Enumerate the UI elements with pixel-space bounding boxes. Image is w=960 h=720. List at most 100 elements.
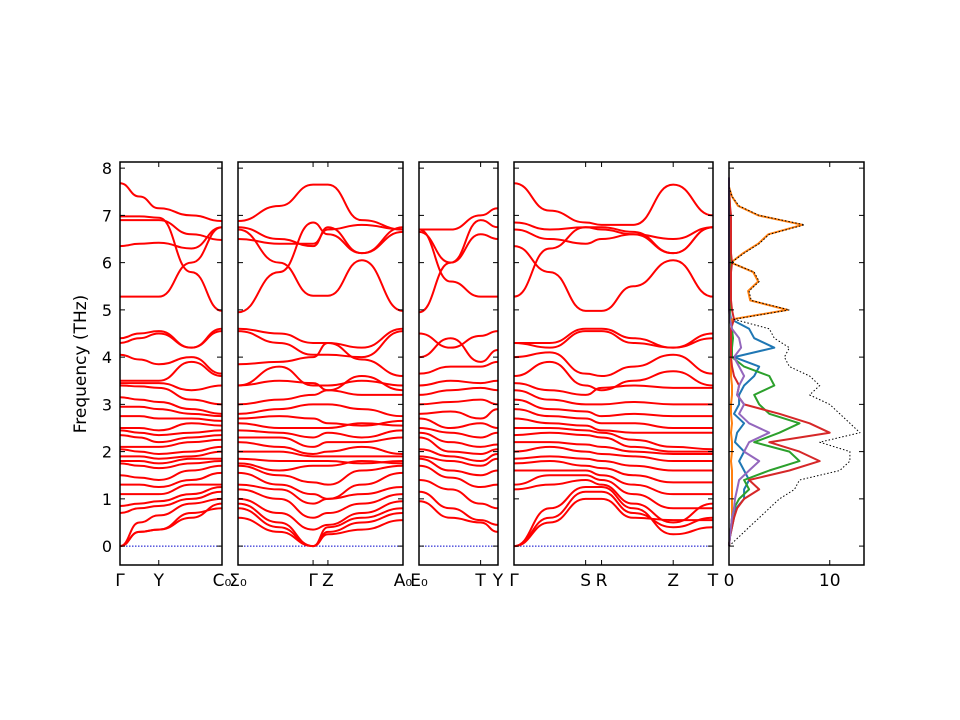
phonon-band xyxy=(237,464,404,486)
phonon-band xyxy=(418,490,499,526)
phonon-band xyxy=(119,497,223,548)
phonon-band xyxy=(120,457,222,465)
phonon-band xyxy=(237,483,404,505)
phonon-band xyxy=(119,360,223,382)
band-panel-1: Γ Y C₀ 0 1 2 3 4 5 6 7 8 xyxy=(102,159,232,591)
phonon-band xyxy=(119,330,223,349)
phonon-band xyxy=(119,382,223,392)
phonon-band xyxy=(513,351,714,378)
axes-frame xyxy=(237,161,404,566)
phonon-band xyxy=(120,422,223,432)
phonon-band xyxy=(418,330,499,349)
y-tick-label: 7 xyxy=(102,206,112,225)
phonon-band xyxy=(120,215,223,312)
high-symmetry-label: Y xyxy=(153,571,165,591)
phonon-band xyxy=(418,455,499,467)
phonon-band xyxy=(418,431,499,448)
phonon-band xyxy=(237,507,404,548)
phonon-band xyxy=(237,460,404,472)
phonon-band xyxy=(237,228,404,312)
dos-x-tick-label: 10 xyxy=(819,571,841,591)
phonon-band xyxy=(513,417,713,434)
band-panel-3: E₀ T Y xyxy=(410,161,504,591)
dos-x-tick-label: 0 xyxy=(724,571,735,591)
phonon-band xyxy=(513,398,713,418)
phonon-band xyxy=(120,415,223,422)
dos-curve-partial-2 xyxy=(728,177,804,547)
high-symmetry-label: Γ xyxy=(115,571,125,591)
phonon-band xyxy=(418,464,499,489)
phonon-band xyxy=(514,426,714,451)
phonon-band xyxy=(119,490,223,515)
high-symmetry-label: S xyxy=(580,571,591,591)
y-tick-label: 4 xyxy=(102,348,112,367)
phonon-band xyxy=(237,497,404,531)
y-axis-label: Frequency (THz) xyxy=(71,295,91,434)
phonon-band xyxy=(513,445,713,463)
dos-curve-total xyxy=(728,177,861,547)
high-symmetry-label: T xyxy=(707,571,719,591)
high-symmetry-label: R xyxy=(596,571,608,591)
phonon-band xyxy=(418,457,499,477)
y-tick-label: 2 xyxy=(102,443,112,462)
phonon-band xyxy=(237,507,404,548)
phonon-band xyxy=(120,405,223,418)
phonon-band xyxy=(418,426,499,439)
axes-frame xyxy=(513,161,714,566)
phonon-band xyxy=(237,375,404,392)
phonon-band xyxy=(513,330,714,349)
phonon-band xyxy=(513,382,713,396)
dos-panel: 0 10 xyxy=(724,161,865,591)
phonon-band xyxy=(120,471,223,489)
y-tick-label: 6 xyxy=(102,254,112,273)
y-tick-label: 1 xyxy=(102,490,112,509)
phonon-band xyxy=(513,327,714,349)
phonon-band xyxy=(119,460,223,470)
phonon-band xyxy=(119,219,223,241)
phonon-band xyxy=(120,438,223,448)
phonon-band xyxy=(237,422,404,429)
phonon-band xyxy=(237,226,404,255)
phonon-band xyxy=(237,327,404,349)
phonon-band xyxy=(119,434,223,444)
phonon-band xyxy=(418,478,499,510)
phonon-band xyxy=(119,396,223,415)
high-symmetry-label: C₀ xyxy=(213,571,232,591)
phonon-band xyxy=(513,490,714,548)
phonon-band xyxy=(418,386,499,396)
phonon-band xyxy=(237,429,404,439)
phonon-band xyxy=(513,474,713,510)
phonon-band xyxy=(237,389,403,406)
phonon-band xyxy=(119,464,223,481)
phonon-band xyxy=(237,457,404,465)
phonon-band xyxy=(418,219,499,264)
phonon-band xyxy=(119,429,223,437)
phonon-band xyxy=(119,226,223,250)
phonon-band xyxy=(119,445,223,455)
phonon-band xyxy=(513,389,713,406)
high-symmetry-label: Γ xyxy=(509,571,519,591)
phonon-band xyxy=(237,471,404,500)
high-symmetry-label: T xyxy=(474,571,486,591)
y-tick-label: 0 xyxy=(102,537,112,556)
high-symmetry-label: Γ xyxy=(308,571,318,591)
phonon-band xyxy=(418,436,499,455)
phonon-band xyxy=(513,245,714,312)
phonon-band xyxy=(513,226,714,298)
axes-frame xyxy=(119,161,223,566)
phonon-band xyxy=(119,182,223,223)
phonon-band xyxy=(119,226,223,298)
band-panel-2: Σ₀ Γ Z A₀ xyxy=(229,161,413,591)
high-symmetry-label: Y xyxy=(492,571,504,591)
phonon-band xyxy=(418,233,499,314)
phonon-band xyxy=(419,207,499,231)
phonon-band xyxy=(513,469,713,496)
high-symmetry-label: Z xyxy=(322,571,334,591)
phonon-band xyxy=(418,337,499,363)
phonon-band xyxy=(237,221,404,314)
high-symmetry-label: A₀ xyxy=(394,571,413,591)
phonon-band xyxy=(119,502,223,548)
